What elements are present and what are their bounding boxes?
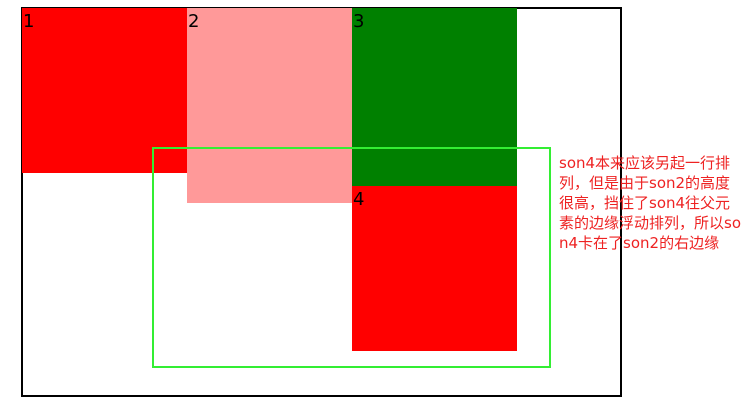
- son4-label: 4: [353, 189, 365, 210]
- highlight-frame: [152, 147, 551, 368]
- son1-box: 1: [22, 8, 187, 173]
- son3-label: 3: [353, 11, 365, 32]
- annotation-note: son4本来应该另起一行排列，但是由于son2的高度很高，挡住了son4往父元素…: [559, 154, 741, 252]
- son3-box: 3: [352, 8, 517, 186]
- son1-label: 1: [23, 11, 35, 32]
- son2-label: 2: [188, 11, 200, 32]
- son2-box: 2: [187, 8, 352, 203]
- son4-box: 4: [352, 186, 517, 351]
